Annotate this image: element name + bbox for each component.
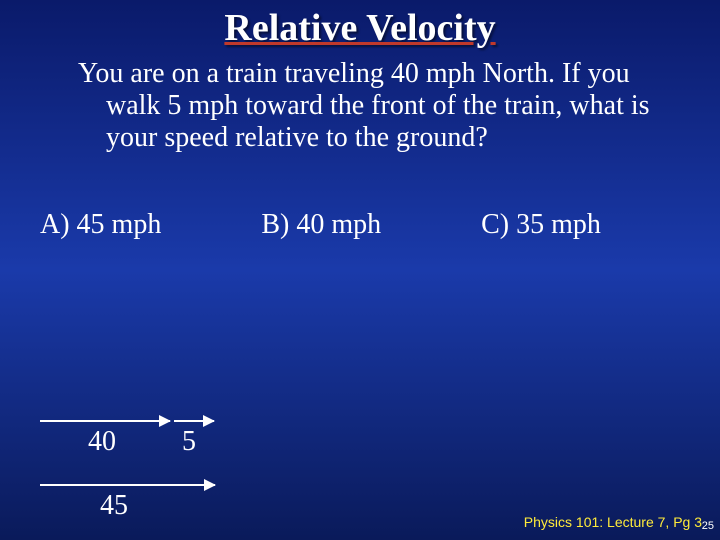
answer-options: A) 45 mph B) 40 mph C) 35 mph (0, 155, 720, 241)
vector-diagram: 40 5 45 (40, 420, 260, 514)
footer-text: Physics 101: Lecture 7, Pg 3 (524, 514, 702, 530)
arrow-45-label: 45 (100, 490, 128, 522)
option-c: C) 35 mph (481, 209, 601, 241)
vector-row-2: 45 (40, 484, 260, 514)
arrow-40 (40, 420, 170, 422)
option-a: A) 45 mph (40, 209, 161, 241)
option-b: B) 40 mph (261, 209, 381, 241)
arrow-40-label: 40 (88, 426, 116, 458)
question-text: You are on a train traveling 40 mph Nort… (66, 50, 700, 155)
arrow-45 (40, 484, 215, 486)
slide-title: Relative Velocity (0, 0, 720, 50)
arrow-5 (174, 420, 214, 422)
slide-number: 25 (702, 520, 714, 532)
arrow-5-label: 5 (182, 426, 196, 458)
vector-row-1: 40 5 (40, 420, 260, 450)
